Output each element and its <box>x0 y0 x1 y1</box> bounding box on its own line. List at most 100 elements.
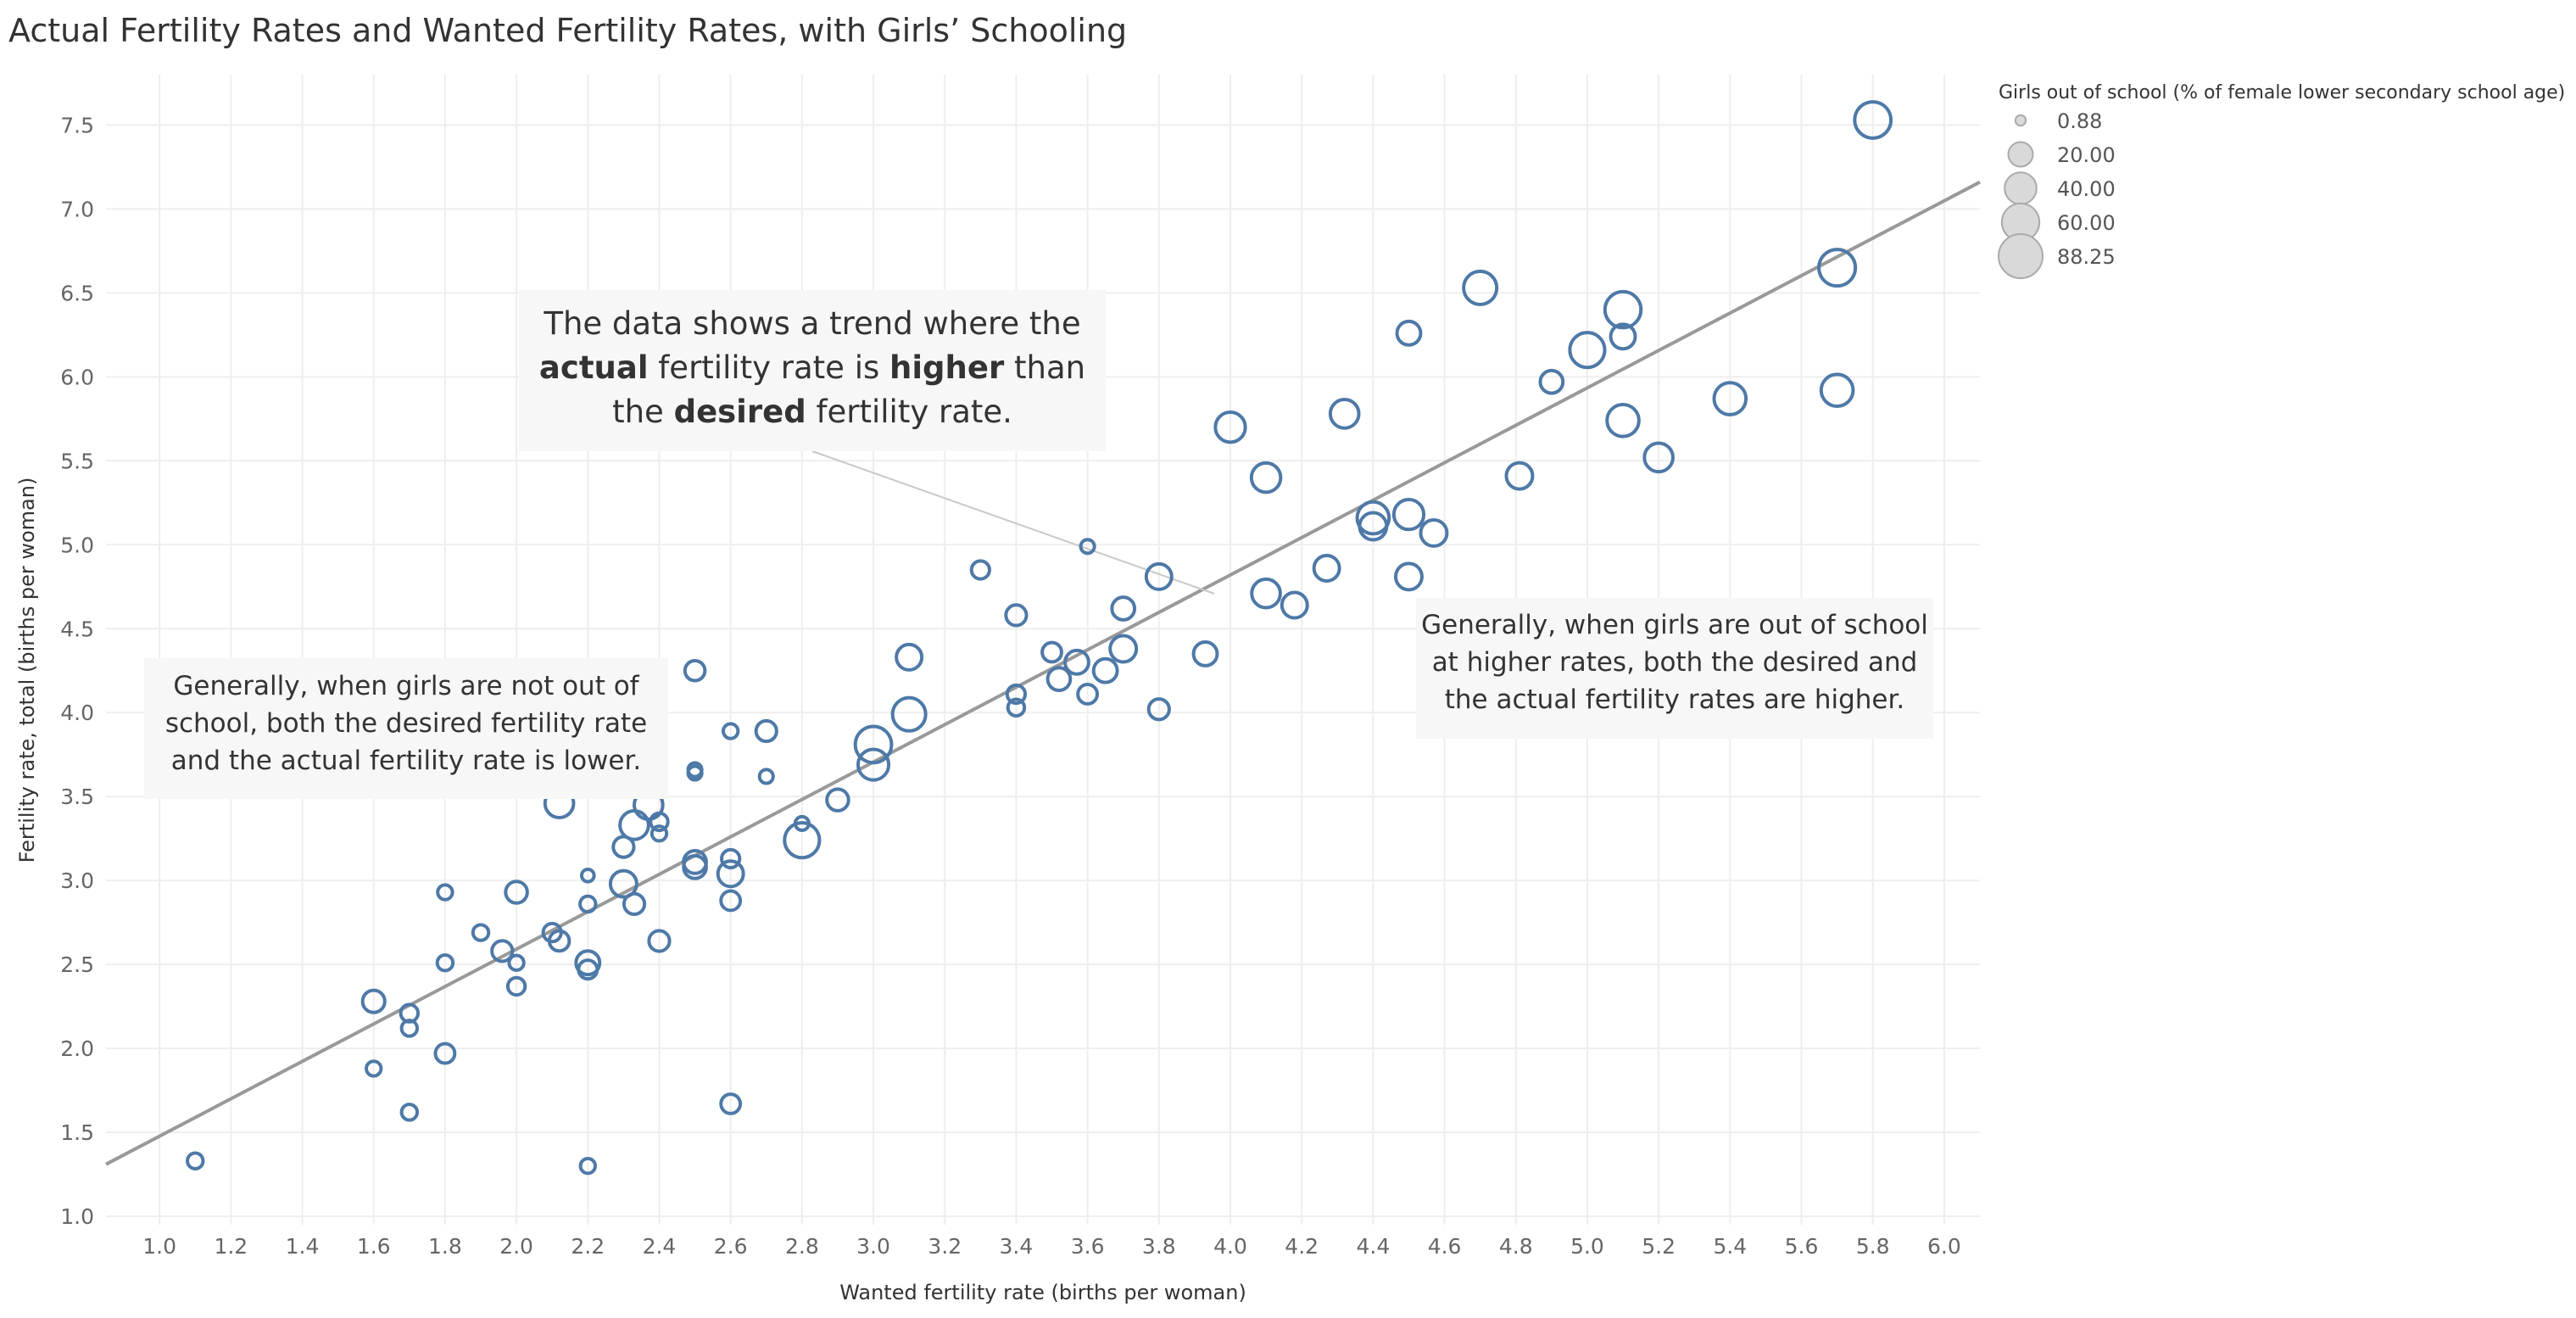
annotation-low-out-of-school: Generally, when girls are not out of sch… <box>144 658 668 799</box>
data-point <box>1076 683 1100 706</box>
data-point <box>719 889 743 913</box>
data-point <box>649 811 670 833</box>
data-point <box>783 821 822 860</box>
annotation-text: fertility rate is <box>648 349 890 386</box>
data-point <box>856 747 891 782</box>
annotation-bold-desired: desired <box>673 394 806 430</box>
x-tick-label: 6.0 <box>1927 1234 1961 1259</box>
data-point <box>365 1059 383 1078</box>
x-tick-label: 3.6 <box>1071 1234 1105 1259</box>
data-point <box>1712 381 1748 416</box>
y-tick-label: 1.5 <box>60 1120 94 1145</box>
data-point <box>686 764 704 782</box>
data-point <box>577 958 599 981</box>
legend-size-label: 40.00 <box>2057 177 2116 201</box>
x-tick-label: 2.4 <box>643 1234 677 1259</box>
y-tick-label: 2.5 <box>60 952 94 977</box>
legend-size-circle <box>2014 114 2027 127</box>
legend-size-circle <box>2004 171 2038 205</box>
data-point <box>1504 461 1535 491</box>
data-point <box>1108 634 1139 664</box>
data-point <box>608 868 638 899</box>
data-point <box>1213 410 1247 444</box>
data-point <box>683 658 707 683</box>
y-tick-label: 6.0 <box>60 365 94 389</box>
y-axis-title: Fertility rate, total (births per woman) <box>15 477 39 863</box>
x-tick-label: 4.6 <box>1428 1234 1462 1259</box>
legend-size-circle <box>2007 141 2034 168</box>
data-point <box>721 722 740 740</box>
x-tick-label: 3.4 <box>1000 1234 1034 1259</box>
x-tick-label: 4.2 <box>1285 1234 1319 1259</box>
annotation-text: fertility rate. <box>806 394 1012 430</box>
data-point <box>1538 368 1565 395</box>
data-point <box>1819 372 1855 408</box>
y-tick-label: 5.0 <box>60 533 94 557</box>
data-point <box>1110 595 1137 622</box>
data-point <box>1603 289 1643 330</box>
data-point <box>507 953 526 972</box>
annotation-text: and the actual fertility rate is lower. <box>170 746 642 776</box>
x-tick-label: 5.8 <box>1856 1234 1890 1259</box>
y-tick-label: 3.5 <box>60 785 94 809</box>
x-tick-label: 5.6 <box>1785 1234 1819 1259</box>
annotation-text: Generally, when girls are out of school <box>1421 610 1928 640</box>
trend-line <box>105 180 1981 1166</box>
x-tick-label: 3.0 <box>856 1234 890 1259</box>
x-tick-label: 2.2 <box>571 1234 605 1259</box>
annotation-text: the <box>612 394 674 430</box>
legend-size-label: 60.00 <box>2057 211 2116 235</box>
x-tick-label: 5.2 <box>1642 1234 1676 1259</box>
data-point <box>647 929 672 953</box>
annotation-bold-actual: actual <box>538 349 649 386</box>
data-point <box>399 1019 420 1038</box>
x-tick-label: 5.0 <box>1570 1234 1604 1259</box>
data-point <box>505 975 527 997</box>
data-point <box>547 929 572 953</box>
legend-size-label: 20.00 <box>2057 143 2116 167</box>
x-tick-label: 1.2 <box>214 1234 248 1259</box>
annotation-text: school, both the desired fertility rate <box>164 708 648 739</box>
data-point <box>825 787 850 813</box>
data-point <box>1391 497 1426 532</box>
annotation-text: The data shows a trend where the <box>544 305 1081 342</box>
data-point <box>1358 511 1389 542</box>
data-point <box>1568 331 1607 370</box>
data-point <box>1004 603 1029 628</box>
annotation-text: Generally, when girls are not out of <box>173 671 639 701</box>
x-tick-label: 4.0 <box>1213 1234 1247 1259</box>
y-tick-label: 4.0 <box>60 701 94 725</box>
legend-size-label: 88.25 <box>2057 245 2116 269</box>
y-tick-label: 7.0 <box>60 197 94 221</box>
data-point <box>399 1103 420 1122</box>
data-point <box>757 768 775 785</box>
x-tick-label: 2.0 <box>499 1234 533 1259</box>
y-tick-label: 2.0 <box>60 1036 94 1061</box>
x-tick-label: 3.2 <box>928 1234 962 1259</box>
x-tick-label: 2.8 <box>785 1234 819 1259</box>
data-point <box>622 891 647 917</box>
data-point <box>1462 269 1499 306</box>
x-tick-label: 5.4 <box>1713 1234 1747 1259</box>
data-point <box>1040 640 1063 664</box>
data-point <box>1146 697 1171 722</box>
y-tick-label: 1.0 <box>60 1204 94 1229</box>
data-point <box>435 952 455 973</box>
data-point <box>471 923 491 942</box>
data-point <box>1249 461 1283 494</box>
data-point <box>1312 554 1341 583</box>
data-point <box>1280 590 1309 620</box>
legend-size-label: 0.88 <box>2057 109 2102 133</box>
annotation-trend: The data shows a trend where the actual … <box>519 290 1106 451</box>
data-point <box>1394 561 1424 592</box>
data-point <box>1642 441 1675 474</box>
data-point <box>1853 100 1893 140</box>
data-point <box>890 695 928 733</box>
x-tick-label: 2.6 <box>714 1234 748 1259</box>
y-tick-label: 4.5 <box>60 617 94 641</box>
data-point <box>720 847 742 870</box>
y-tick-label: 3.0 <box>60 868 94 893</box>
data-point <box>360 988 387 1014</box>
data-point <box>895 642 924 672</box>
data-point <box>436 883 454 902</box>
